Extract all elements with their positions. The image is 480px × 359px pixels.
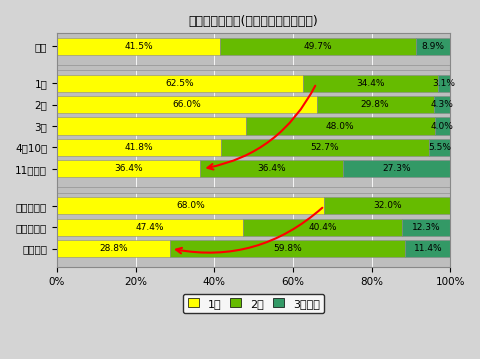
Bar — [170, 240, 406, 257]
Text: 34.4%: 34.4% — [356, 79, 384, 88]
Text: 36.4%: 36.4% — [257, 164, 286, 173]
Text: 11.4%: 11.4% — [414, 244, 442, 253]
Text: 4.3%: 4.3% — [431, 100, 454, 109]
Bar — [57, 219, 243, 236]
Text: 66.0%: 66.0% — [172, 100, 201, 109]
Bar — [57, 197, 324, 214]
Bar — [243, 219, 402, 236]
Bar — [57, 187, 450, 193]
Bar — [220, 38, 416, 55]
Text: 68.0%: 68.0% — [176, 201, 205, 210]
Bar — [57, 96, 316, 113]
Bar — [303, 75, 438, 92]
Bar — [434, 96, 451, 113]
Text: 4.0%: 4.0% — [431, 122, 454, 131]
Bar — [57, 240, 170, 257]
Text: 49.7%: 49.7% — [303, 42, 332, 51]
Bar — [200, 160, 343, 177]
Text: 29.8%: 29.8% — [361, 100, 389, 109]
Text: 59.8%: 59.8% — [274, 244, 302, 253]
Text: 48.0%: 48.0% — [326, 122, 354, 131]
Bar — [57, 139, 221, 156]
Bar — [246, 117, 434, 135]
Bar — [429, 139, 450, 156]
Bar — [416, 38, 451, 55]
Text: 32.0%: 32.0% — [373, 201, 402, 210]
Legend: 1つ, 2つ, 3つ以上: 1つ, 2つ, 3つ以上 — [183, 294, 324, 313]
Bar — [221, 139, 429, 156]
Bar — [57, 75, 303, 92]
Bar — [406, 240, 450, 257]
Bar — [438, 75, 450, 92]
Text: 5.5%: 5.5% — [428, 143, 451, 152]
Title: 玄関のカギの数(階数別・世帯人数別): 玄関のカギの数(階数別・世帯人数別) — [189, 15, 319, 28]
Bar — [57, 160, 200, 177]
Bar — [343, 160, 451, 177]
Text: 41.8%: 41.8% — [125, 143, 154, 152]
Text: 8.9%: 8.9% — [421, 42, 444, 51]
Bar — [316, 96, 434, 113]
Text: 3.1%: 3.1% — [432, 79, 456, 88]
Bar — [57, 38, 220, 55]
Text: 12.3%: 12.3% — [412, 223, 441, 232]
Bar — [57, 65, 450, 70]
Text: 62.5%: 62.5% — [166, 79, 194, 88]
Bar — [57, 117, 246, 135]
Bar — [434, 117, 450, 135]
Text: 52.7%: 52.7% — [311, 143, 339, 152]
Text: 28.8%: 28.8% — [99, 244, 128, 253]
Text: 47.4%: 47.4% — [136, 223, 165, 232]
Bar — [402, 219, 451, 236]
Text: 27.3%: 27.3% — [383, 164, 411, 173]
Text: 36.4%: 36.4% — [114, 164, 143, 173]
Bar — [324, 197, 450, 214]
Text: 40.4%: 40.4% — [309, 223, 337, 232]
Text: 41.5%: 41.5% — [124, 42, 153, 51]
